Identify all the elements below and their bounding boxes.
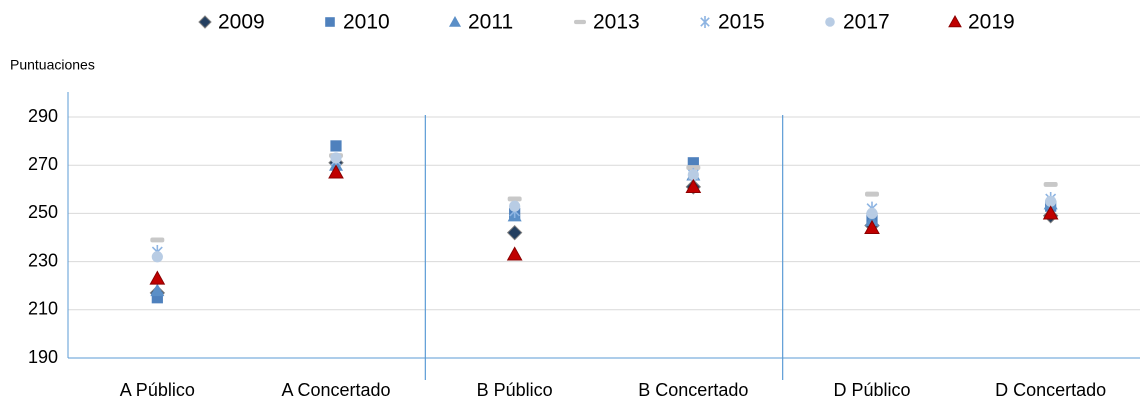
marker-circle [330,152,342,164]
y-tick-label: 230 [28,250,58,270]
marker-circle [151,251,163,263]
marker-square [687,157,699,169]
legend-marker [574,19,586,25]
y-tick-label: 190 [28,347,58,367]
legend-marker [700,16,710,28]
x-tick-label: B Concertado [638,380,748,400]
marker-square [151,292,163,304]
marker-triangle [150,283,165,297]
legend-label: 2011 [468,11,513,34]
legend-label: 2013 [593,11,640,34]
marker-diamond [506,224,523,241]
x-tick-label: D Concertado [995,380,1106,400]
x-tick-label: A Público [120,380,195,400]
x-tick-label: D Público [833,380,910,400]
marker-circle [687,169,699,181]
legend-marker [825,17,835,27]
y-tick-label: 270 [28,154,58,174]
y-tick-label: 290 [28,106,58,126]
legend-label: 2015 [718,11,765,34]
marker-triangle [506,246,523,261]
y-tick-label: 250 [28,202,58,222]
y-axis-label: Puntuaciones [10,57,95,73]
legend-label: 2019 [968,11,1015,34]
marker-dash [507,196,522,202]
marker-square [330,140,342,152]
marker-dash [150,237,165,243]
marker-triangle [328,164,344,179]
legend-label: 2009 [218,11,265,34]
marker-circle [509,200,521,212]
legend-marker [449,16,461,27]
y-tick-label: 210 [28,299,58,319]
legend-marker [198,15,212,29]
marker-triangle [685,178,702,193]
marker-circle [866,207,878,219]
marker-triangle [864,219,880,234]
marker-triangle [1042,205,1059,220]
marker-dash [865,191,879,197]
legend-label: 2010 [343,11,390,34]
legend-marker [948,14,962,28]
marker-dash [1043,182,1058,187]
marker-circle [1045,195,1057,207]
marker-dash [686,165,701,171]
legend-label: 2017 [843,11,890,34]
x-tick-label: B Público [477,380,553,400]
x-tick-label: A Concertado [281,380,390,400]
legend-marker [325,17,335,27]
marker-triangle [149,270,166,285]
